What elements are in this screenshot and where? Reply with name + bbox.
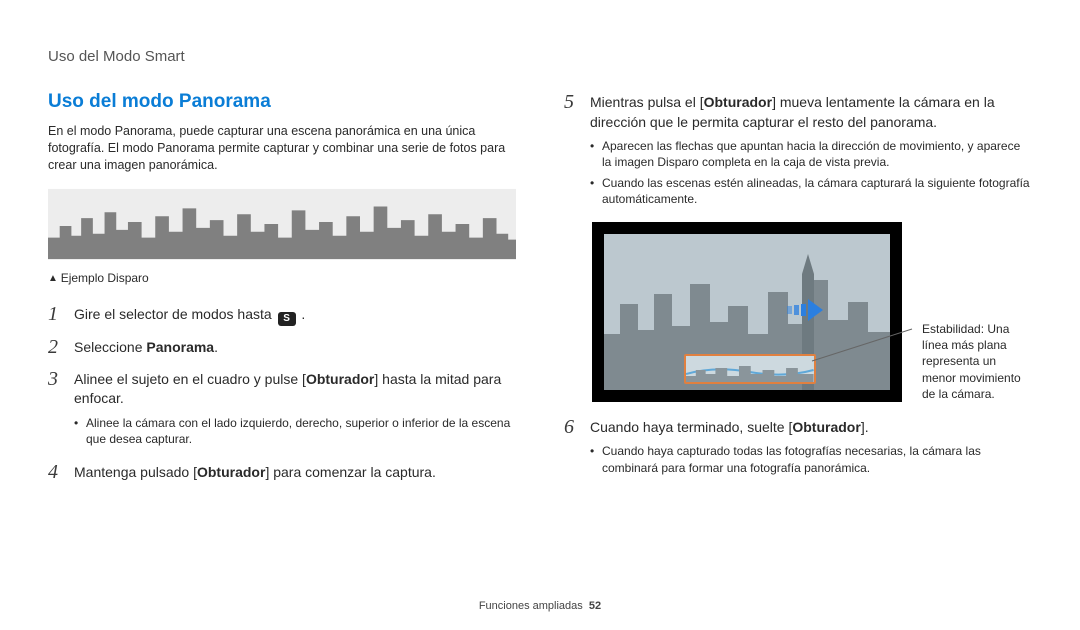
- left-column: Uso del modo Panorama En el modo Panoram…: [48, 91, 516, 493]
- step-number: 2: [48, 336, 74, 358]
- step-text: Gire el selector de modos hasta S .: [74, 303, 305, 326]
- step-text: Alinee el sujeto en el cuadro y pulse [O…: [74, 368, 516, 452]
- steps-list-left: 1 Gire el selector de modos hasta S . 2 …: [48, 303, 516, 484]
- step-text-fragment: .: [214, 339, 218, 355]
- step-text-bold: Obturador: [306, 371, 374, 387]
- step-text-fragment: ].: [861, 419, 869, 435]
- step-text: Mantenga pulsado [Obturador] para comenz…: [74, 461, 436, 483]
- callout: Estabilidad: Una línea más plana represe…: [922, 221, 1032, 402]
- steps-list-right: 5 Mientras pulsa el [Obturador] mueva le…: [564, 91, 1032, 211]
- step-subitem: Alinee la cámara con el lado izquierdo, …: [74, 415, 516, 447]
- page-header: Uso del Modo Smart: [48, 48, 1032, 65]
- callout-leader-icon: [902, 221, 922, 341]
- intro-paragraph: En el modo Panorama, puede capturar una …: [48, 123, 516, 174]
- step-text-fragment: .: [298, 306, 306, 322]
- steps-list-right-2: 6 Cuando haya terminado, suelte [Obturad…: [564, 416, 1032, 480]
- step-subitem: Cuando las escenas estén alineadas, la c…: [590, 175, 1032, 207]
- step-text-fragment: Cuando haya terminado, suelte [: [590, 419, 792, 435]
- step-text: Cuando haya terminado, suelte [Obturador…: [590, 416, 1032, 480]
- viewfinder-illustration: [592, 222, 902, 402]
- example-caption: Ejemplo Disparo: [48, 271, 516, 285]
- step-number: 3: [48, 368, 74, 390]
- step-text-fragment: Mientras pulsa el [: [590, 94, 704, 110]
- step-subitem: Aparecen las flechas que apuntan hacia l…: [590, 138, 1032, 170]
- step-text-fragment: Seleccione: [74, 339, 146, 355]
- footer-label: Funciones ampliadas: [479, 600, 583, 612]
- page-number: 52: [589, 600, 601, 612]
- step-text: Mientras pulsa el [Obturador] mueva lent…: [590, 91, 1032, 211]
- callout-text: Estabilidad: Una línea más plana represe…: [922, 321, 1032, 402]
- step-number: 5: [564, 91, 590, 113]
- step-text-fragment: Alinee el sujeto en el cuadro y pulse [: [74, 371, 306, 387]
- step-text-bold: Obturador: [197, 464, 265, 480]
- panorama-example-image: [48, 188, 516, 260]
- step-number: 6: [564, 416, 590, 438]
- step-text-fragment: Mantenga pulsado [: [74, 464, 197, 480]
- mode-dial-icon: S: [278, 312, 296, 326]
- page-footer: Funciones ampliadas 52: [0, 600, 1080, 612]
- step-text: Seleccione Panorama.: [74, 336, 218, 358]
- step-number: 1: [48, 303, 74, 325]
- step-text-fragment: ] para comenzar la captura.: [265, 464, 435, 480]
- step-text-bold: Panorama: [146, 339, 214, 355]
- panorama-preview-icon: [684, 354, 816, 384]
- step-text-fragment: Gire el selector de modos hasta: [74, 306, 276, 322]
- step-text-bold: Obturador: [704, 94, 772, 110]
- step-text-bold: Obturador: [792, 419, 860, 435]
- direction-arrow-icon: [787, 299, 823, 321]
- step-number: 4: [48, 461, 74, 483]
- section-title: Uso del modo Panorama: [48, 91, 516, 113]
- step-subitem: Cuando haya capturado todas las fotograf…: [590, 443, 1032, 475]
- right-column: 5 Mientras pulsa el [Obturador] mueva le…: [564, 91, 1032, 493]
